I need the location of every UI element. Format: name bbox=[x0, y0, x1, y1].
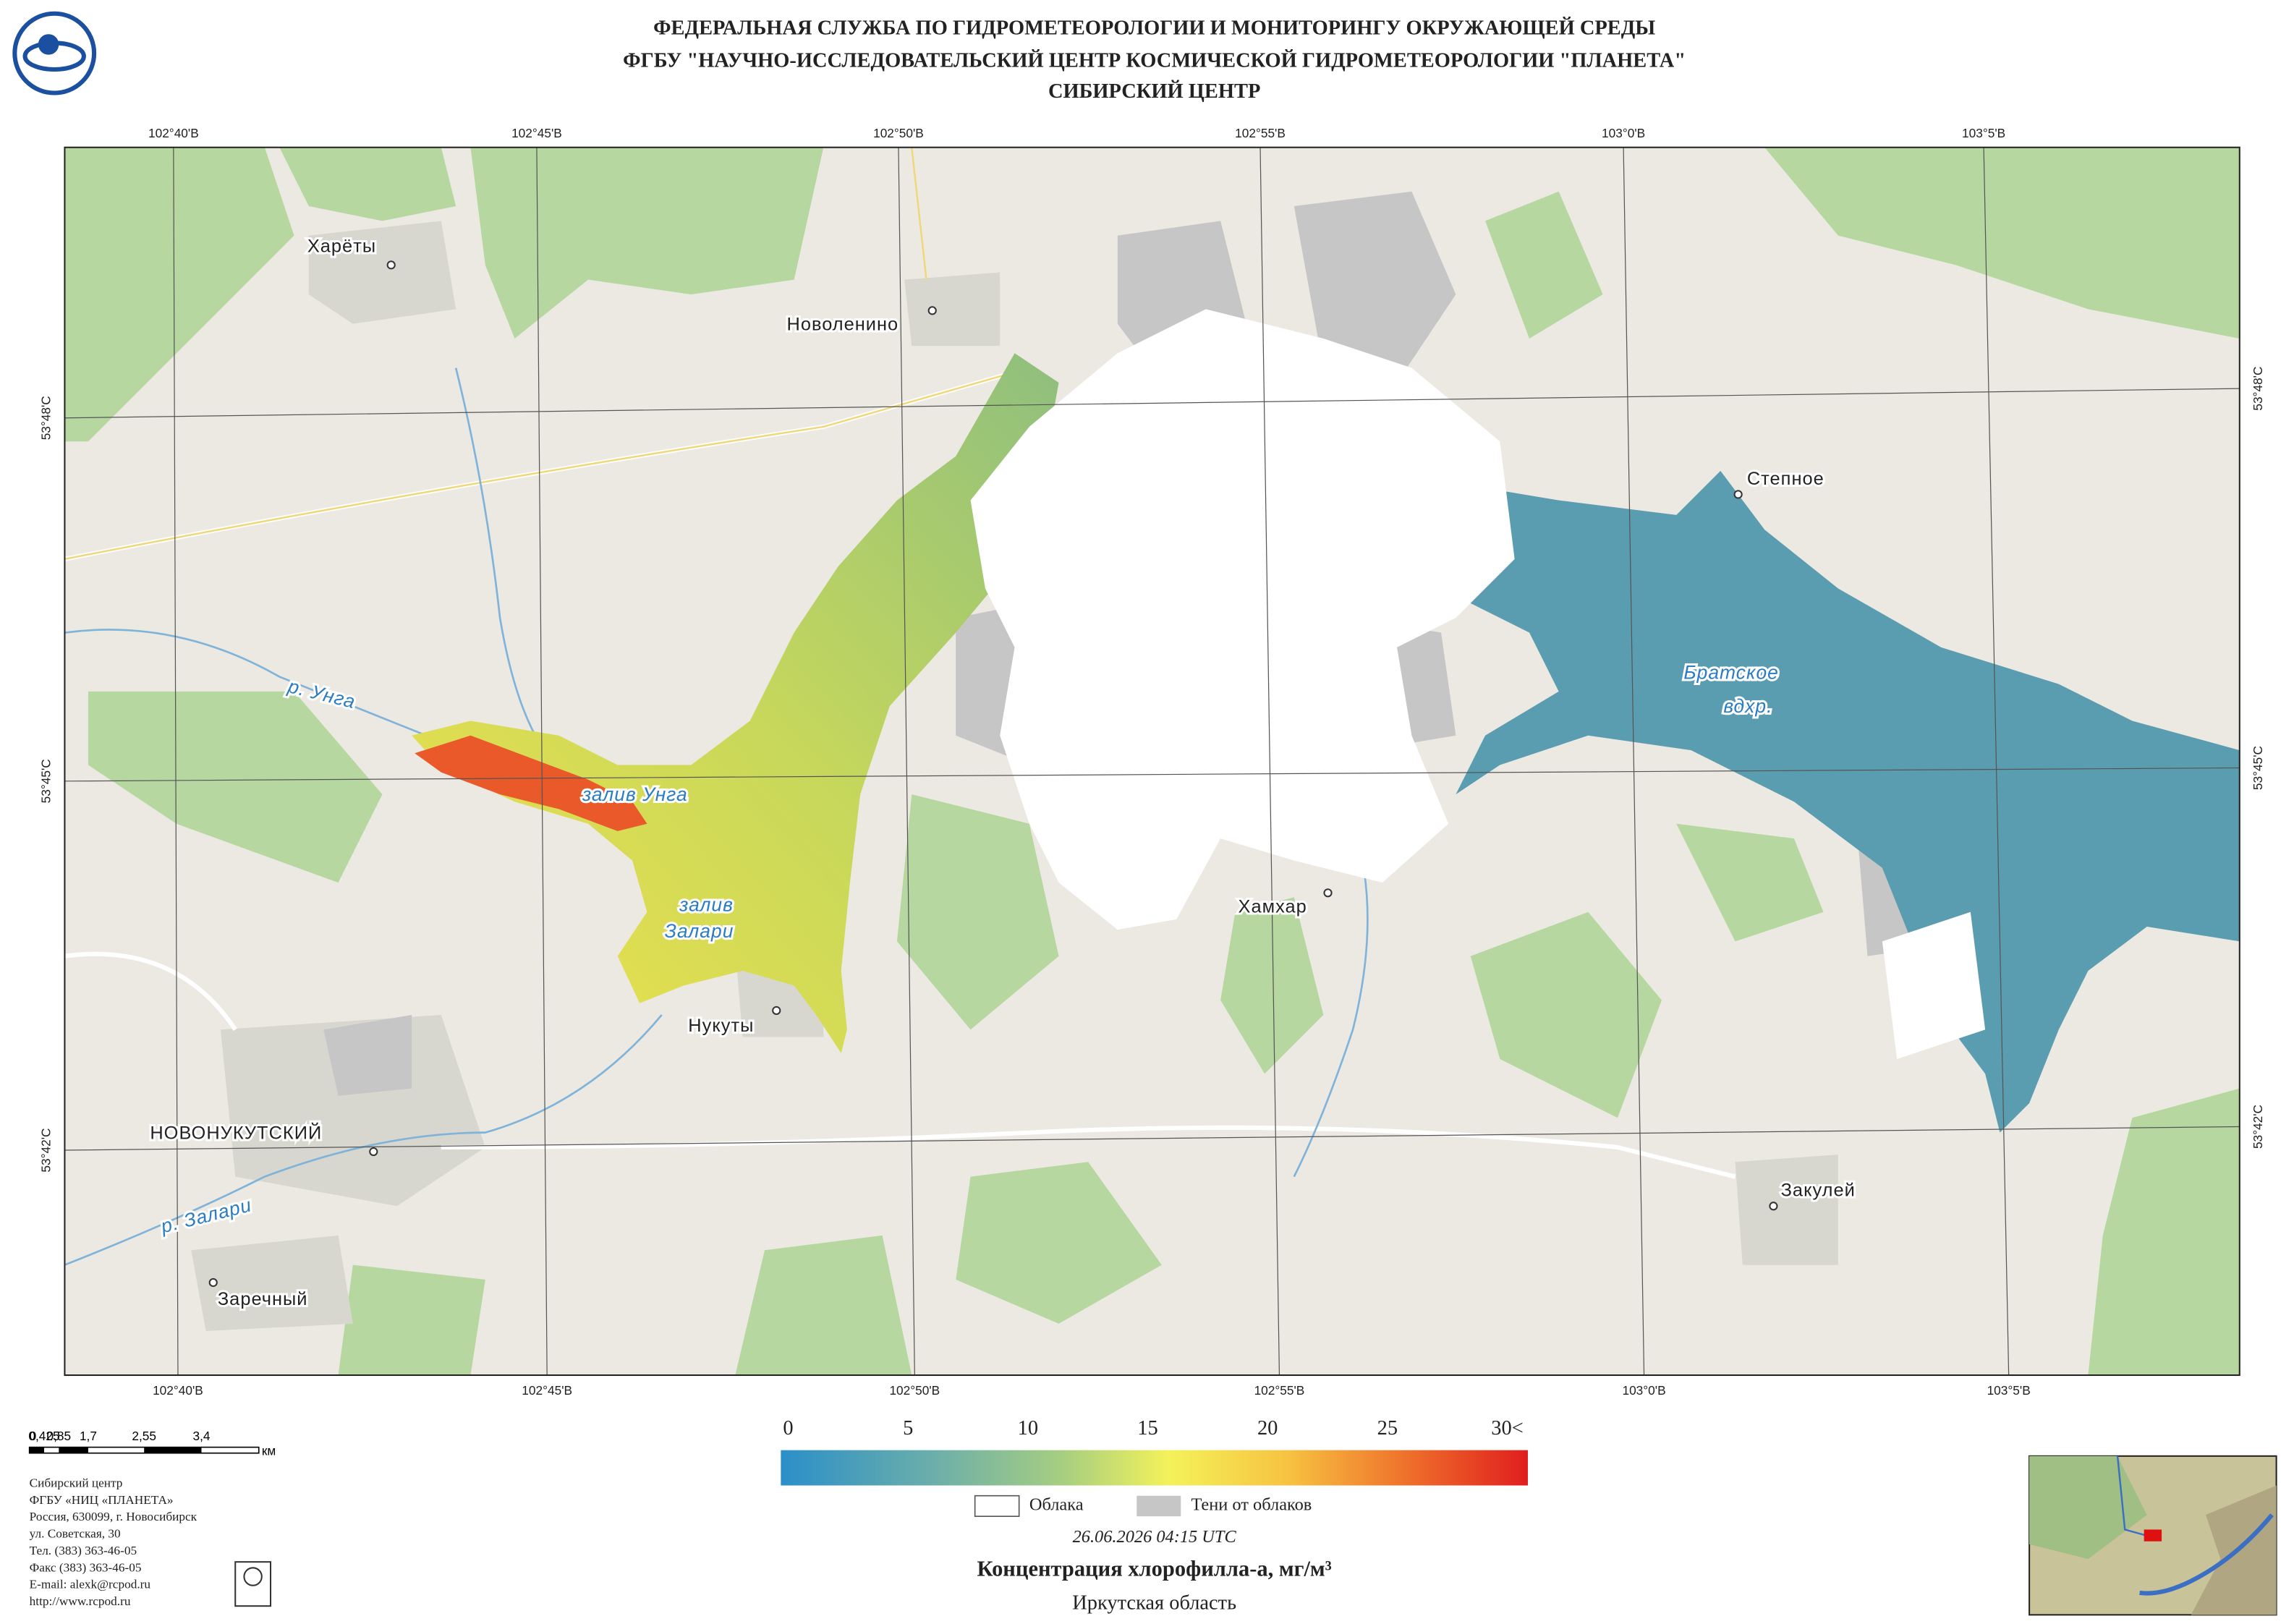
contact-line: Сибирский центр bbox=[30, 1476, 123, 1489]
lat-label: 53°45'С bbox=[2251, 746, 2265, 790]
lon-label: 103°0'В bbox=[1622, 1383, 1665, 1398]
scale-label: 3,4 bbox=[192, 1429, 210, 1443]
water-label: вдхр. bbox=[1723, 695, 1772, 717]
map: Харёты Новоленино Степное Хамхар Нукуты … bbox=[64, 147, 2240, 1376]
contact-line: ФГБУ «НИЦ «ПЛАНЕТА» bbox=[30, 1493, 174, 1507]
lon-label: 102°50'В bbox=[889, 1383, 940, 1398]
colorbar-ticks: 0 5 10 15 20 25 30< bbox=[783, 1417, 1523, 1440]
unga-bay-high bbox=[415, 735, 647, 831]
product-title: Концентрация хлорофилла-а, мг/м³ bbox=[977, 1556, 1331, 1581]
place-label: Харёты bbox=[307, 237, 376, 257]
lon-label: 102°40'В bbox=[148, 126, 199, 140]
iso-badge bbox=[234, 1561, 272, 1607]
lat-label: 53°48'С bbox=[2251, 367, 2265, 411]
colorbar-label: 30< bbox=[1491, 1417, 1523, 1440]
place-label: Хамхар bbox=[1239, 896, 1307, 917]
colorbar-label: 10 bbox=[1018, 1417, 1038, 1440]
scale-label: 2,55 bbox=[132, 1429, 156, 1443]
contact-line: Факс (383) 363-46-05 bbox=[30, 1560, 142, 1574]
header-line: ФГБУ "НАУЧНО-ИССЛЕДОВАТЕЛЬСКИЙ ЦЕНТР КОС… bbox=[623, 48, 1686, 72]
clouds bbox=[1882, 911, 1986, 1059]
lon-label: 102°45'В bbox=[522, 1383, 572, 1398]
header-line: ФЕДЕРАЛЬНАЯ СЛУЖБА ПО ГИДРОМЕТЕОРОЛОГИИ … bbox=[653, 16, 1655, 40]
water-label: залив Унга bbox=[582, 783, 688, 805]
legend-label: Облака bbox=[1029, 1495, 1084, 1515]
place-label: НОВОНУКУТСКИЙ bbox=[150, 1121, 322, 1143]
scale-unit: км bbox=[262, 1443, 276, 1458]
scale-label: 0,85 bbox=[47, 1429, 72, 1443]
shadows-swatch bbox=[1137, 1495, 1181, 1517]
lon-label: 102°55'В bbox=[1235, 126, 1286, 140]
settlement-markers bbox=[208, 260, 1778, 1288]
forests bbox=[64, 147, 2240, 1376]
lon-label: 102°55'В bbox=[1254, 1383, 1305, 1398]
coordinates: 102°40'В 102°45'В 102°50'В 102°55'В 103°0'В 1… bbox=[39, 126, 2265, 1398]
highways bbox=[64, 147, 1030, 561]
place-label: Закулей bbox=[1781, 1181, 1856, 1201]
scale-label: 1,7 bbox=[80, 1429, 97, 1443]
scale-bar bbox=[28, 1446, 260, 1454]
contact-line: http://www.rcpod.ru bbox=[30, 1594, 131, 1608]
place-label: Заречный bbox=[218, 1289, 308, 1309]
contact-line: E-mail: alexk@rcpod.ru bbox=[30, 1578, 151, 1591]
region: Иркутская область bbox=[1072, 1592, 1236, 1615]
colorbar-label: 20 bbox=[1257, 1417, 1278, 1440]
contact-line: ул. Советская, 30 bbox=[30, 1527, 121, 1541]
header-line: СИБИРСКИЙ ЦЕНТР bbox=[1048, 79, 1260, 103]
colorbar bbox=[781, 1450, 1528, 1486]
water-label: залив bbox=[679, 894, 734, 916]
graticule bbox=[64, 147, 2240, 1376]
contact-line: Тел. (383) 363-46-05 bbox=[30, 1544, 137, 1557]
lon-label: 102°50'В bbox=[873, 126, 924, 140]
scale-label: 0,425 bbox=[28, 1429, 59, 1443]
colorbar-label: 25 bbox=[1377, 1417, 1398, 1440]
lon-label: 103°5'В bbox=[1987, 1383, 2031, 1398]
settlements bbox=[191, 221, 1838, 1332]
place-label: Степное bbox=[1747, 469, 1824, 489]
datetime: 26.06.2026 04:15 UTC bbox=[1073, 1527, 1237, 1547]
zalari-bay bbox=[412, 353, 1059, 1053]
colorbar-label: 15 bbox=[1137, 1417, 1157, 1440]
lon-label: 103°0'В bbox=[1602, 126, 1645, 140]
colorbar-label: 5 bbox=[903, 1417, 913, 1440]
lon-label: 102°40'В bbox=[153, 1383, 203, 1398]
map-frame bbox=[64, 146, 2240, 1377]
lat-label: 53°42'С bbox=[39, 1128, 54, 1172]
scale-label: 0 bbox=[30, 1429, 37, 1443]
lon-label: 102°45'В bbox=[511, 126, 562, 140]
clouds-swatch bbox=[974, 1495, 1020, 1517]
lat-label: 53°42'С bbox=[2251, 1105, 2265, 1149]
contacts: Сибирский центр ФГБУ «НИЦ «ПЛАНЕТА» Россия… bbox=[30, 1476, 197, 1608]
lat-label: 53°45'С bbox=[39, 759, 54, 803]
bratsk-reservoir bbox=[1456, 470, 2240, 1133]
colorbar-label: 0 bbox=[783, 1417, 793, 1440]
place-label: Нукуты bbox=[688, 1016, 754, 1036]
water-label: Залари bbox=[665, 920, 734, 942]
lon-label: 103°5'В bbox=[1962, 126, 2005, 140]
lat-label: 53°48'С bbox=[39, 396, 54, 440]
contact-line: Россия, 630099, г. Новосибирск bbox=[30, 1510, 197, 1523]
legend-label: Тени от облаков bbox=[1191, 1495, 1312, 1515]
place-label: Новоленино bbox=[786, 314, 899, 334]
water-label: Братское bbox=[1683, 661, 1778, 683]
inset-map bbox=[2029, 1455, 2277, 1616]
logo bbox=[12, 11, 97, 95]
